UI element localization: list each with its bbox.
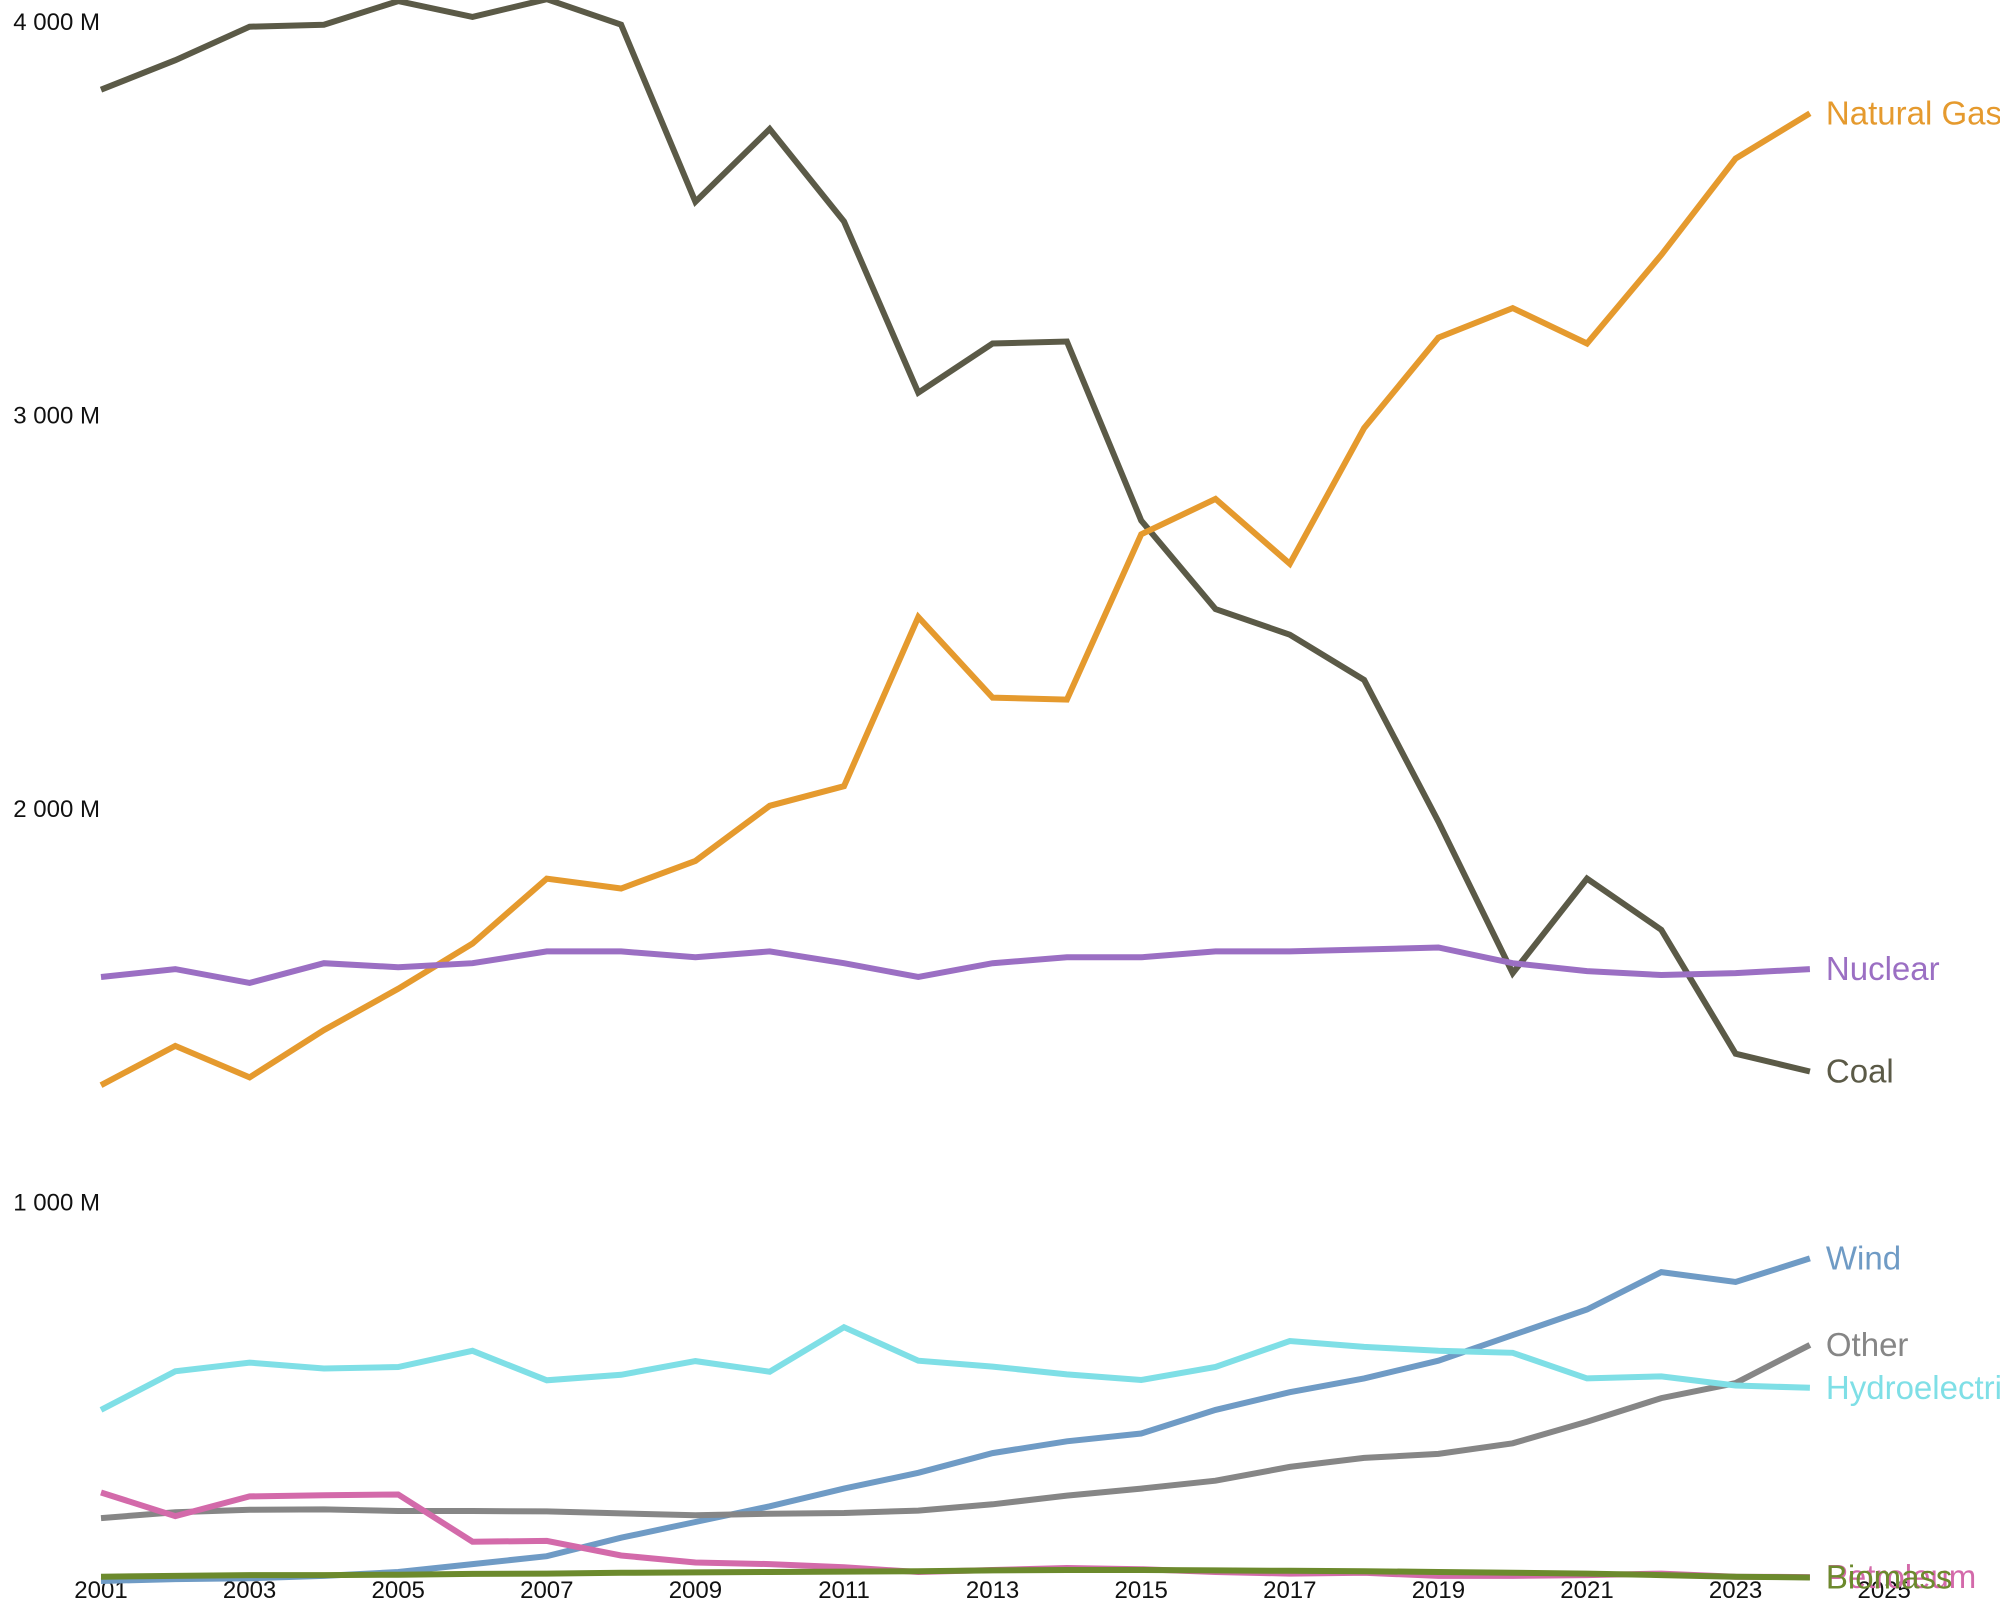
x-axis-tick-labels: 2001 2003 2005 2007 2009 2011 2013 2015 2017 2019… <box>74 1577 1911 1600</box>
series-label-nuclear: Nuclear <box>1826 950 1940 987</box>
x-tick-label: 2007 <box>520 1577 573 1600</box>
series-end-labels: Coal Natural Gas Nuclear Wind Other Hydroelec… <box>1826 94 2000 1595</box>
y-axis-tick-labels: 1 000 M 2 000 M 3 000 M 4 000 M <box>13 9 100 1217</box>
y-tick-label: 4 000 M <box>13 9 100 36</box>
series-lines <box>99 0 1812 1584</box>
series-line-natural-gas <box>99 110 1812 1088</box>
series-label-hydroelectric: Hydroelectric <box>1826 1369 2000 1406</box>
series-label-biomass: Biomass <box>1826 1558 1953 1595</box>
series-label-wind: Wind <box>1826 1239 1901 1276</box>
series-line-other <box>100 1342 1812 1522</box>
x-tick-label: 2005 <box>372 1577 425 1600</box>
series-line-coal <box>99 0 1811 1075</box>
series-label-other: Other <box>1826 1326 1909 1363</box>
y-tick-label: 3 000 M <box>13 403 100 430</box>
series-label-coal: Coal <box>1826 1052 1894 1089</box>
x-tick-label: 2011 <box>818 1577 870 1600</box>
series-line-nuclear <box>100 944 1811 986</box>
y-tick-label: 2 000 M <box>13 796 100 823</box>
x-tick-label: 2025 <box>1858 1577 1911 1600</box>
series-line-hydroelectric <box>99 1323 1810 1413</box>
x-tick-label: 2009 <box>669 1577 722 1600</box>
series-line-biomass <box>100 1567 1810 1581</box>
series-label-natural-gas: Natural Gas <box>1826 94 2000 131</box>
x-tick-label: 2015 <box>1115 1577 1168 1600</box>
series-line-wind <box>100 1255 1811 1584</box>
x-tick-label: 2017 <box>1263 1577 1316 1600</box>
x-tick-label: 2023 <box>1709 1577 1762 1600</box>
series-label-petroleum: Petroleum <box>1826 1558 1976 1595</box>
x-tick-label: 2021 <box>1560 1577 1613 1600</box>
x-tick-label: 2013 <box>966 1577 1019 1600</box>
x-tick-label: 2019 <box>1412 1577 1465 1600</box>
x-tick-label: 2003 <box>223 1577 276 1600</box>
y-tick-label: 1 000 M <box>13 1190 100 1217</box>
